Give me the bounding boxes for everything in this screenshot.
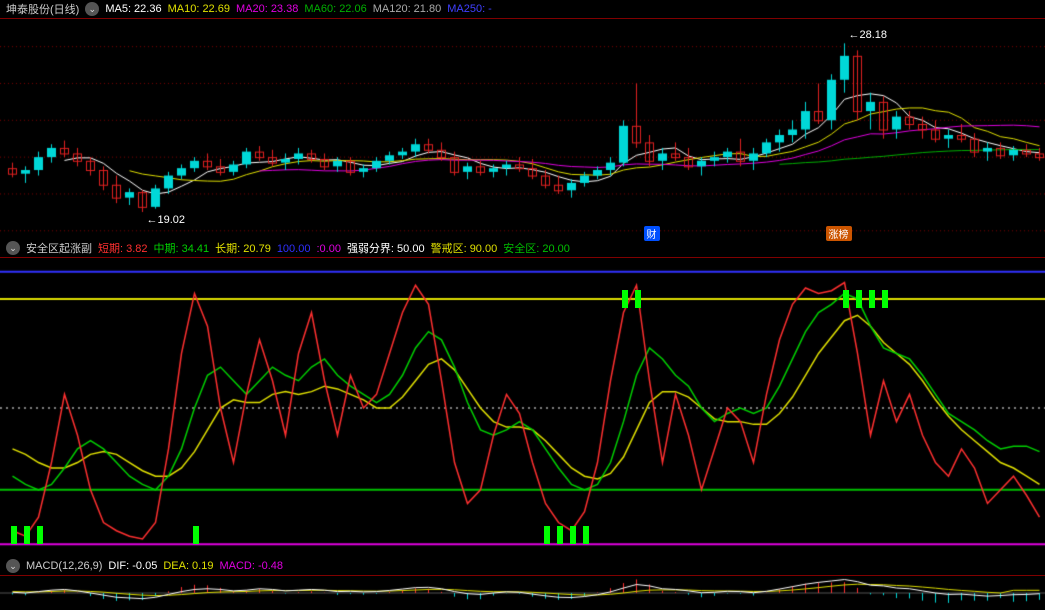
indicator-value: MA10: 22.69 — [168, 3, 230, 15]
signal-marker-down — [193, 526, 199, 544]
signal-marker-down — [583, 526, 589, 544]
signal-marker-up — [856, 290, 862, 308]
macd-canvas — [0, 576, 1045, 610]
macd-panel[interactable] — [0, 575, 1045, 609]
indicator-value: 警戒区: 90.00 — [431, 243, 498, 255]
stock-title: 坤泰股份(日线) — [6, 1, 79, 17]
info-badge[interactable]: 涨榜 — [826, 226, 852, 241]
indicator-value: MACD: -0.48 — [219, 560, 283, 572]
price-canvas — [0, 19, 1045, 240]
indicator-value: DIF: -0.05 — [108, 560, 157, 572]
signal-marker-up — [869, 290, 875, 308]
indicator-value: MA250: - — [447, 3, 492, 15]
signal-marker-up — [622, 290, 628, 308]
oscillator-canvas — [0, 258, 1045, 558]
signal-marker-down — [570, 526, 576, 544]
indicator-value: :0.00 — [316, 243, 340, 255]
indicator-value: 长期: 20.79 — [215, 243, 271, 255]
signal-marker-up — [635, 290, 641, 308]
price-header: 坤泰股份(日线) ⌄ MA5: 22.36 MA10: 22.69 MA20: 23… — [0, 0, 1045, 18]
price-annotation: ←19.02 — [147, 214, 186, 226]
indicator-value: MA60: 22.06 — [304, 3, 366, 15]
signal-marker-up — [882, 290, 888, 308]
indicator-value: 100.00 — [277, 243, 311, 255]
price-chart-panel[interactable]: ←19.02 ←28.18 财 涨榜 — [0, 18, 1045, 239]
indicator-value: MA120: 21.80 — [373, 3, 442, 15]
indicator-value: 短期: 3.82 — [98, 243, 148, 255]
macd-header: ⌄ MACD(12,26,9) DIF: -0.05 DEA: 0.19 MACD:… — [0, 557, 1045, 575]
indicator-value: DEA: 0.19 — [163, 560, 213, 572]
indicator-value: MA20: 23.38 — [236, 3, 298, 15]
info-badge[interactable]: 财 — [644, 226, 660, 241]
oscillator-header: ⌄ 安全区起涨副 短期: 3.82 中期: 34.41 长期: 20.79 100.0… — [0, 239, 1045, 257]
macd-title: MACD(12,26,9) — [26, 560, 102, 572]
oscillator-panel[interactable] — [0, 257, 1045, 557]
price-annotation: ←28.18 — [849, 29, 888, 41]
collapse-icon[interactable]: ⌄ — [6, 241, 20, 255]
signal-marker-down — [544, 526, 550, 544]
osc-title: 安全区起涨副 — [26, 240, 92, 256]
collapse-icon[interactable]: ⌄ — [6, 559, 20, 573]
indicator-value: 中期: 34.41 — [154, 243, 210, 255]
indicator-value: 安全区: 20.00 — [503, 243, 570, 255]
signal-marker-down — [557, 526, 563, 544]
signal-marker-down — [11, 526, 17, 544]
signal-marker-down — [24, 526, 30, 544]
signal-marker-up — [843, 290, 849, 308]
indicator-value: MA5: 22.36 — [105, 3, 161, 15]
signal-marker-down — [37, 526, 43, 544]
collapse-icon[interactable]: ⌄ — [85, 2, 99, 16]
indicator-value: 强弱分界: 50.00 — [347, 243, 425, 255]
